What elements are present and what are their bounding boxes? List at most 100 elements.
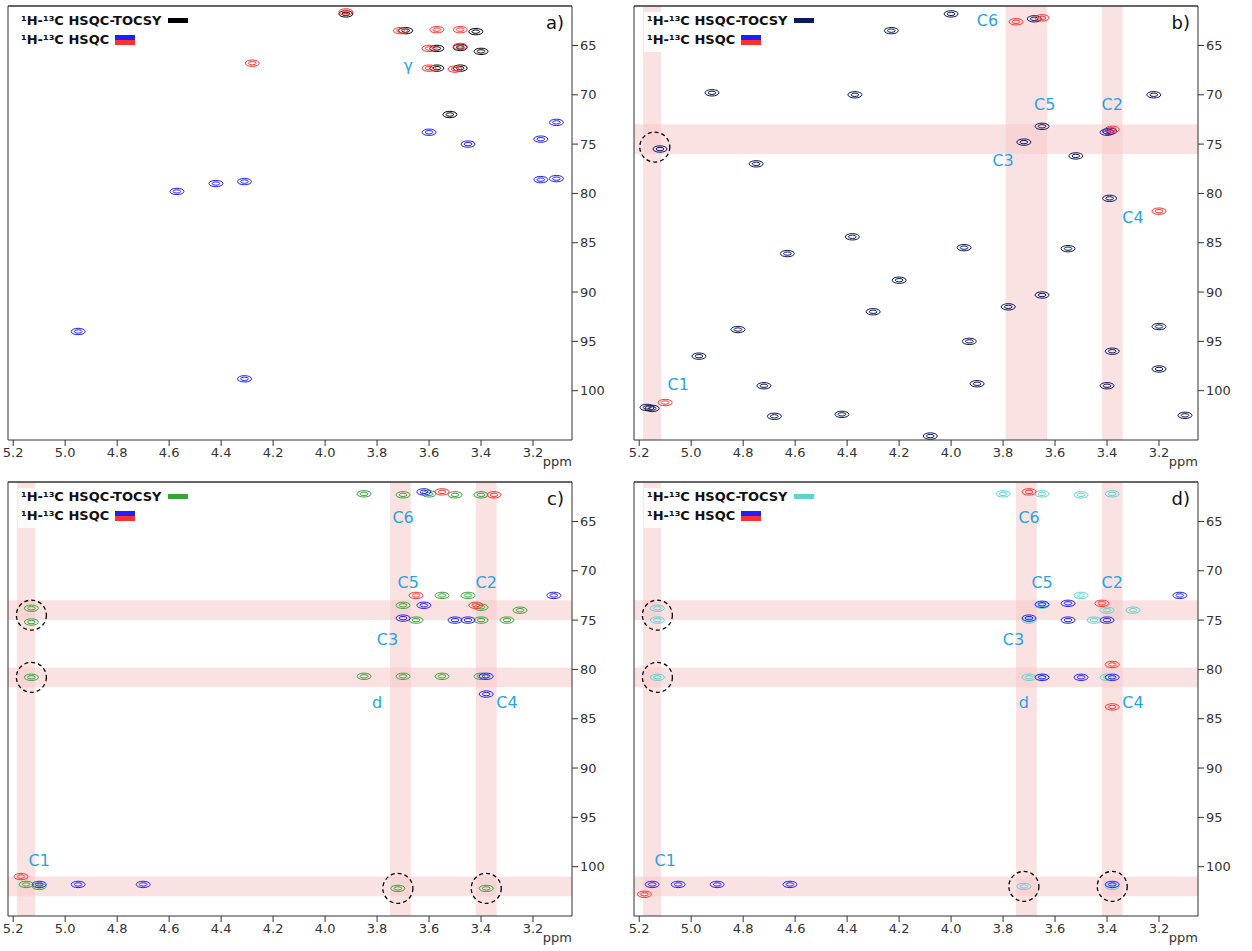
svg-text:65: 65 bbox=[1206, 514, 1223, 529]
svg-text:γ: γ bbox=[404, 56, 413, 75]
svg-text:4.2: 4.2 bbox=[889, 445, 910, 460]
svg-text:4.2: 4.2 bbox=[263, 921, 284, 936]
svg-text:C1: C1 bbox=[655, 851, 676, 870]
svg-text:95: 95 bbox=[1206, 334, 1223, 349]
svg-text:C6: C6 bbox=[977, 11, 998, 30]
svg-text:75: 75 bbox=[580, 613, 597, 628]
svg-text:4.0: 4.0 bbox=[315, 921, 336, 936]
svg-text:5.2: 5.2 bbox=[3, 445, 24, 460]
svg-text:3.2: 3.2 bbox=[1149, 445, 1170, 460]
svg-text:3.2: 3.2 bbox=[523, 921, 544, 936]
svg-text:4.6: 4.6 bbox=[785, 445, 806, 460]
svg-text:4.8: 4.8 bbox=[107, 445, 128, 460]
svg-text:C2: C2 bbox=[1102, 95, 1123, 114]
svg-text:3.4: 3.4 bbox=[1097, 445, 1118, 460]
svg-text:95: 95 bbox=[580, 810, 597, 825]
svg-text:5.0: 5.0 bbox=[681, 445, 702, 460]
svg-text:90: 90 bbox=[1206, 761, 1223, 776]
svg-text:C4: C4 bbox=[1122, 693, 1143, 712]
svg-text:4.0: 4.0 bbox=[941, 921, 962, 936]
svg-text:70: 70 bbox=[1206, 87, 1223, 102]
svg-text:C3: C3 bbox=[992, 151, 1013, 170]
svg-text:4.6: 4.6 bbox=[785, 921, 806, 936]
svg-text:5.2: 5.2 bbox=[629, 445, 650, 460]
svg-text:d: d bbox=[372, 693, 382, 712]
svg-text:65: 65 bbox=[580, 38, 597, 53]
svg-text:5.2: 5.2 bbox=[3, 921, 24, 936]
svg-text:3.2: 3.2 bbox=[523, 445, 544, 460]
svg-text:3.6: 3.6 bbox=[1045, 445, 1066, 460]
svg-text:4.6: 4.6 bbox=[159, 445, 180, 460]
svg-text:C5: C5 bbox=[1034, 95, 1055, 114]
svg-text:3.8: 3.8 bbox=[367, 445, 388, 460]
svg-text:3.6: 3.6 bbox=[419, 921, 440, 936]
svg-text:3.2: 3.2 bbox=[1149, 921, 1170, 936]
svg-text:C3: C3 bbox=[1003, 630, 1024, 649]
svg-text:4.4: 4.4 bbox=[211, 921, 232, 936]
svg-text:95: 95 bbox=[580, 334, 597, 349]
svg-text:100: 100 bbox=[1206, 859, 1231, 874]
svg-text:ppm: ppm bbox=[543, 930, 572, 945]
svg-text:100: 100 bbox=[580, 383, 605, 398]
svg-text:3.8: 3.8 bbox=[993, 445, 1014, 460]
svg-text:75: 75 bbox=[580, 137, 597, 152]
svg-text:C2: C2 bbox=[476, 573, 497, 592]
svg-text:4.8: 4.8 bbox=[107, 921, 128, 936]
svg-text:90: 90 bbox=[580, 761, 597, 776]
svg-text:4.0: 4.0 bbox=[941, 445, 962, 460]
svg-text:100: 100 bbox=[580, 859, 605, 874]
svg-text:C5: C5 bbox=[398, 573, 419, 592]
svg-text:65: 65 bbox=[1206, 38, 1223, 53]
svg-text:ppm: ppm bbox=[543, 454, 572, 469]
svg-text:80: 80 bbox=[580, 662, 597, 677]
svg-text:ppm: ppm bbox=[1169, 454, 1198, 469]
svg-text:90: 90 bbox=[1206, 285, 1223, 300]
svg-text:4.2: 4.2 bbox=[263, 445, 284, 460]
svg-text:70: 70 bbox=[580, 87, 597, 102]
svg-text:4.8: 4.8 bbox=[733, 445, 754, 460]
svg-text:70: 70 bbox=[1206, 563, 1223, 578]
svg-text:C6: C6 bbox=[392, 508, 413, 527]
svg-text:4.2: 4.2 bbox=[889, 921, 910, 936]
svg-text:3.4: 3.4 bbox=[471, 921, 492, 936]
svg-text:85: 85 bbox=[580, 235, 597, 250]
svg-text:C1: C1 bbox=[29, 851, 50, 870]
svg-text:4.4: 4.4 bbox=[837, 445, 858, 460]
svg-text:4.8: 4.8 bbox=[733, 921, 754, 936]
svg-text:C2: C2 bbox=[1102, 573, 1123, 592]
svg-text:C1: C1 bbox=[668, 375, 689, 394]
svg-text:3.8: 3.8 bbox=[367, 921, 388, 936]
svg-text:4.4: 4.4 bbox=[837, 921, 858, 936]
svg-text:100: 100 bbox=[1206, 383, 1231, 398]
svg-text:C6: C6 bbox=[1018, 508, 1039, 527]
svg-text:80: 80 bbox=[580, 186, 597, 201]
svg-text:85: 85 bbox=[580, 711, 597, 726]
svg-text:3.8: 3.8 bbox=[993, 921, 1014, 936]
svg-text:90: 90 bbox=[580, 285, 597, 300]
svg-text:ppm: ppm bbox=[1169, 930, 1198, 945]
svg-text:80: 80 bbox=[1206, 186, 1223, 201]
svg-text:5.0: 5.0 bbox=[681, 921, 702, 936]
svg-text:3.6: 3.6 bbox=[1045, 921, 1066, 936]
svg-text:75: 75 bbox=[1206, 613, 1223, 628]
svg-text:3.4: 3.4 bbox=[1097, 921, 1118, 936]
svg-text:75: 75 bbox=[1206, 137, 1223, 152]
svg-text:C3: C3 bbox=[377, 630, 398, 649]
svg-text:C4: C4 bbox=[1122, 208, 1143, 227]
svg-text:5.2: 5.2 bbox=[629, 921, 650, 936]
svg-text:5.0: 5.0 bbox=[55, 445, 76, 460]
svg-text:3.4: 3.4 bbox=[471, 445, 492, 460]
svg-text:5.0: 5.0 bbox=[55, 921, 76, 936]
svg-text:70: 70 bbox=[580, 563, 597, 578]
svg-text:C4: C4 bbox=[496, 693, 517, 712]
svg-text:4.4: 4.4 bbox=[211, 445, 232, 460]
svg-text:d: d bbox=[1019, 693, 1029, 712]
svg-text:4.0: 4.0 bbox=[315, 445, 336, 460]
svg-text:85: 85 bbox=[1206, 235, 1223, 250]
svg-text:85: 85 bbox=[1206, 711, 1223, 726]
svg-text:95: 95 bbox=[1206, 810, 1223, 825]
svg-text:C5: C5 bbox=[1031, 573, 1052, 592]
svg-text:4.6: 4.6 bbox=[159, 921, 180, 936]
svg-text:65: 65 bbox=[580, 514, 597, 529]
svg-text:80: 80 bbox=[1206, 662, 1223, 677]
